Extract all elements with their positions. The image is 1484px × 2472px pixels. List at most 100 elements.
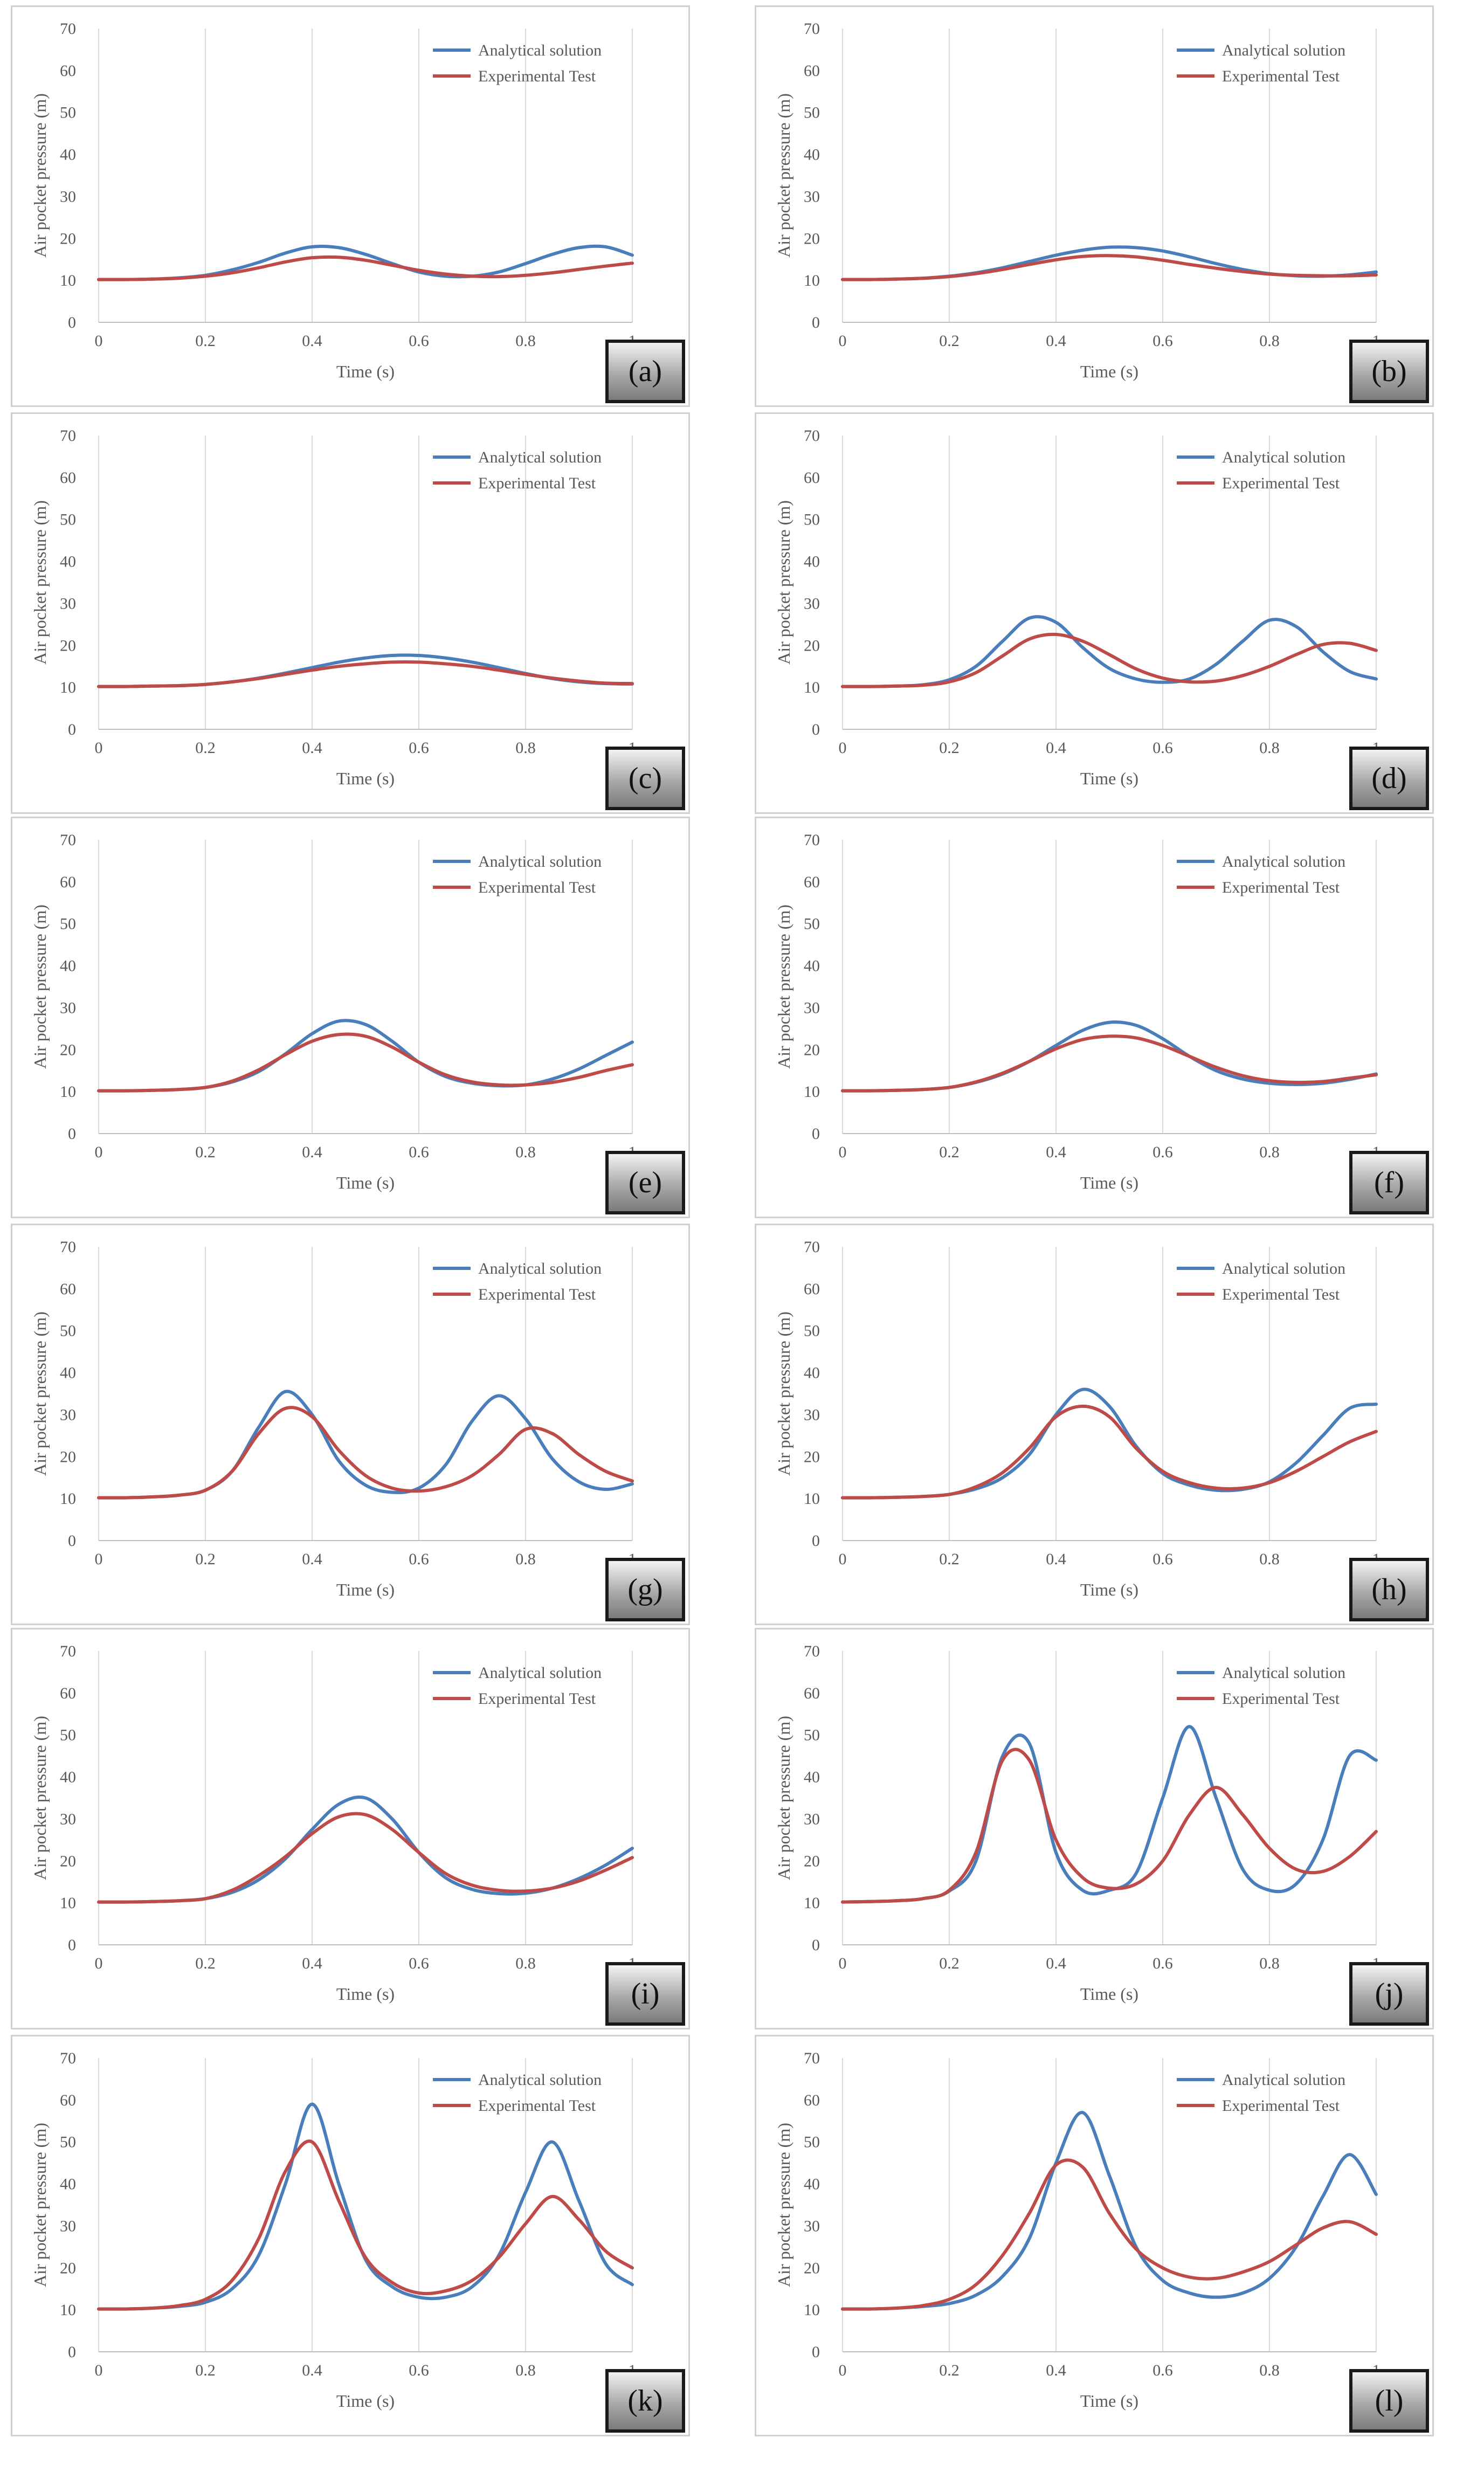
x-tick-label: 0 [839, 1550, 847, 1568]
analytical-series-line [97, 244, 634, 281]
panel-label: (i) [605, 1962, 685, 2026]
x-tick-label: 0.2 [195, 1143, 216, 1161]
y-tick-label: 40 [60, 2176, 76, 2193]
x-tick-label: 0 [95, 1143, 103, 1161]
x-tick-label: 0.4 [1046, 739, 1066, 757]
x-tick-label: 0.2 [939, 739, 960, 757]
y-tick-label: 70 [804, 20, 820, 38]
y-tick-label: 20 [804, 1041, 820, 1059]
y-tick-label: 70 [60, 20, 76, 38]
legend-label: Analytical solution [1222, 1664, 1345, 1682]
y-tick-label: 60 [804, 62, 820, 80]
y-tick-label: 50 [804, 2133, 820, 2151]
x-tick-label: 0.8 [515, 332, 536, 350]
y-tick-label: 20 [804, 230, 820, 247]
x-tick-label: 0.8 [515, 1143, 536, 1161]
y-tick-label: 40 [60, 553, 76, 571]
y-tick-label: 0 [68, 1532, 76, 1550]
panel-label: (e) [605, 1151, 685, 1214]
x-tick-label: 0.4 [302, 1955, 322, 1972]
legend-label: Analytical solution [478, 853, 602, 871]
analytical-series-line [97, 2102, 634, 2311]
x-tick-label: 0.6 [1152, 739, 1173, 757]
x-tick-label: 0.2 [195, 1955, 216, 1972]
legend-label: Experimental Test [478, 879, 596, 896]
y-tick-label: 70 [60, 2049, 76, 2067]
y-tick-label: 60 [60, 873, 76, 891]
y-tick-label: 50 [804, 104, 820, 122]
panel-label: (h) [1349, 1558, 1429, 1621]
y-tick-label: 0 [812, 314, 820, 332]
analytical-series-line [97, 1390, 634, 1500]
legend-label: Experimental Test [1222, 1286, 1340, 1303]
y-tick-label: 50 [804, 915, 820, 933]
x-tick-label: 0 [95, 332, 103, 350]
x-tick-label: 0.8 [515, 1955, 536, 1972]
y-axis-title: Air pocket pressure (m) [30, 500, 50, 665]
x-tick-label: 0.4 [1046, 1955, 1066, 1972]
x-tick-label: 0 [839, 2361, 847, 2379]
x-axis-title: Time (s) [1080, 1580, 1138, 1599]
x-tick-label: 0 [839, 1143, 847, 1161]
y-tick-label: 70 [60, 1642, 76, 1660]
y-axis-title: Air pocket pressure (m) [774, 93, 793, 258]
x-tick-label: 0.6 [409, 1550, 429, 1568]
x-tick-label: 0.4 [1046, 1143, 1066, 1161]
y-tick-label: 40 [60, 1364, 76, 1382]
y-tick-label: 50 [60, 104, 76, 122]
y-tick-label: 40 [804, 957, 820, 975]
y-tick-label: 40 [60, 1769, 76, 1786]
x-tick-label: 0.4 [302, 332, 322, 350]
y-tick-label: 10 [60, 1490, 76, 1508]
legend-label: Analytical solution [1222, 853, 1345, 871]
y-tick-label: 40 [804, 1769, 820, 1786]
y-tick-label: 0 [812, 1532, 820, 1550]
analytical-series-line [841, 615, 1378, 688]
y-tick-label: 30 [804, 1810, 820, 1828]
y-tick-label: 70 [804, 1238, 820, 1256]
x-axis-title: Time (s) [1080, 769, 1138, 788]
y-tick-label: 20 [60, 1448, 76, 1466]
legend-label: Experimental Test [478, 67, 596, 85]
panel-label: (l) [1349, 2369, 1429, 2433]
x-tick-label: 0 [95, 2361, 103, 2379]
x-tick-label: 0 [95, 739, 103, 757]
y-tick-label: 60 [804, 873, 820, 891]
x-tick-label: 0.2 [939, 1550, 960, 1568]
y-tick-label: 70 [804, 2049, 820, 2067]
x-tick-label: 0.6 [1152, 1550, 1173, 1568]
y-tick-label: 20 [804, 1448, 820, 1466]
panel-label: (c) [605, 747, 685, 810]
y-tick-label: 20 [60, 2259, 76, 2277]
y-tick-label: 10 [60, 272, 76, 289]
x-tick-label: 0.2 [939, 332, 960, 350]
experimental-series-line [841, 632, 1378, 688]
x-tick-label: 0.8 [515, 739, 536, 757]
legend-label: Analytical solution [1222, 42, 1345, 59]
legend-label: Analytical solution [1222, 448, 1345, 466]
y-tick-label: 30 [804, 999, 820, 1017]
analytical-series-line [841, 1725, 1378, 1904]
x-axis-title: Time (s) [1080, 1173, 1138, 1192]
y-tick-label: 20 [60, 1852, 76, 1870]
y-tick-label: 50 [804, 1322, 820, 1340]
y-tick-label: 0 [68, 1936, 76, 1954]
x-tick-label: 0.6 [409, 1955, 429, 1972]
legend-label: Analytical solution [478, 1664, 602, 1682]
y-tick-label: 60 [60, 62, 76, 80]
y-tick-label: 10 [60, 1894, 76, 1912]
x-axis-title: Time (s) [336, 1580, 395, 1599]
